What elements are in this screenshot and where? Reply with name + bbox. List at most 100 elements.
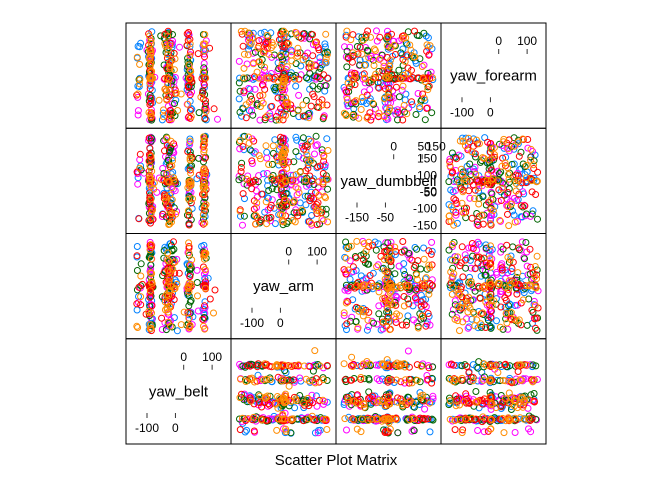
- data-point: [401, 58, 409, 65]
- data-point: [505, 175, 513, 183]
- data-point: [283, 165, 291, 172]
- data-point: [244, 29, 252, 37]
- data-point: [486, 220, 494, 228]
- data-point: [370, 62, 378, 69]
- data-point: [201, 282, 209, 290]
- data-point: [186, 137, 194, 145]
- variable-label-yaw-dumbbell: yaw_dumbbell: [341, 173, 437, 190]
- data-point: [236, 415, 243, 423]
- diag-tick-label: 100: [202, 350, 222, 364]
- data-point: [240, 64, 248, 72]
- data-point: [502, 310, 510, 317]
- data-point: [185, 29, 192, 36]
- data-point: [487, 398, 494, 406]
- data-point: [486, 376, 494, 384]
- data-point: [148, 167, 156, 175]
- data-point: [385, 397, 393, 405]
- data-point: [533, 271, 541, 279]
- data-point: [342, 281, 350, 289]
- data-point: [412, 111, 420, 118]
- data-point: [392, 83, 400, 91]
- data-point: [487, 415, 495, 423]
- data-point: [459, 299, 467, 307]
- data-point: [525, 425, 532, 433]
- data-point: [262, 142, 270, 150]
- data-point: [502, 162, 509, 170]
- data-point: [487, 401, 495, 409]
- data-point: [246, 362, 254, 370]
- data-point: [354, 324, 362, 332]
- data-point: [487, 425, 495, 433]
- data-point: [259, 91, 267, 99]
- data-point: [406, 41, 414, 49]
- data-point: [385, 376, 393, 384]
- data-point: [158, 314, 166, 322]
- data-point: [516, 376, 524, 384]
- data-point: [527, 263, 535, 271]
- data-point: [458, 171, 466, 179]
- data-point: [423, 372, 431, 379]
- data-point: [510, 194, 518, 202]
- data-point: [485, 198, 493, 206]
- data-point: [465, 134, 473, 142]
- data-point: [352, 254, 360, 262]
- data-point: [348, 313, 356, 321]
- data-point: [299, 134, 307, 142]
- data-point: [241, 27, 249, 35]
- data-point: [316, 396, 323, 404]
- data-point: [474, 364, 482, 372]
- data-point: [248, 160, 256, 167]
- data-point: [240, 87, 248, 95]
- data-point: [462, 264, 470, 272]
- data-point: [524, 404, 532, 412]
- data-point: [471, 322, 479, 330]
- data-point: [485, 156, 493, 164]
- data-point: [413, 298, 421, 306]
- data-point: [509, 207, 516, 215]
- data-point: [282, 94, 290, 102]
- data-point: [248, 157, 256, 165]
- data-point: [316, 54, 324, 62]
- data-point: [200, 140, 207, 148]
- data-point: [502, 296, 510, 304]
- data-point: [384, 300, 392, 308]
- data-point: [305, 415, 312, 423]
- data-point: [367, 33, 374, 41]
- data-point: [469, 374, 477, 382]
- data-point: [257, 155, 264, 163]
- data-point: [469, 245, 477, 252]
- data-point: [480, 282, 488, 290]
- data-point: [341, 253, 349, 261]
- data-point: [393, 283, 401, 291]
- diag-tick-label: -100: [413, 202, 437, 216]
- data-point: [413, 245, 421, 253]
- data-point: [510, 142, 518, 150]
- data-point: [349, 111, 357, 119]
- data-point: [342, 31, 350, 39]
- data-point: [480, 428, 488, 436]
- data-point: [200, 198, 208, 206]
- data-point: [343, 63, 351, 71]
- data-point: [252, 220, 260, 228]
- data-point: [386, 249, 394, 257]
- data-point: [147, 269, 155, 277]
- data-point: [341, 415, 349, 423]
- data-point: [316, 362, 324, 370]
- data-point: [453, 219, 461, 227]
- data-point: [164, 110, 172, 118]
- data-point: [146, 172, 154, 180]
- data-point: [244, 415, 252, 423]
- data-point: [365, 260, 373, 268]
- data-point: [478, 157, 486, 165]
- data-point: [446, 399, 454, 407]
- data-point: [146, 151, 153, 159]
- data-point: [412, 286, 420, 294]
- data-point: [410, 316, 418, 324]
- data-point: [465, 369, 473, 377]
- data-point: [353, 43, 361, 50]
- data-point: [184, 148, 192, 155]
- data-point: [170, 174, 177, 182]
- data-point: [419, 90, 427, 98]
- data-point: [340, 360, 348, 368]
- data-point: [282, 390, 289, 398]
